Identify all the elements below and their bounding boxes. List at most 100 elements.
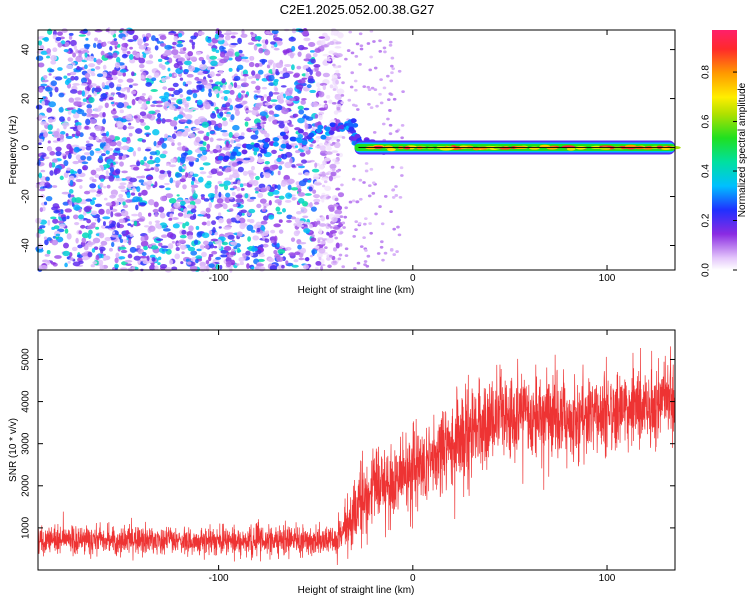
track-blob (253, 147, 260, 152)
noise-blob (94, 87, 102, 93)
noise-blob (105, 131, 110, 137)
noise-blob (301, 46, 309, 50)
track-blob (352, 122, 359, 128)
noise-blob (195, 258, 199, 264)
noise-blob (325, 151, 333, 155)
noise-blob (82, 166, 87, 170)
noise-blob (92, 197, 97, 201)
noise-blob (246, 224, 254, 232)
noise-blob (303, 37, 311, 42)
noise-blob (189, 162, 194, 167)
snr-x-ticks: -100 0 100 (209, 330, 616, 584)
noise-blob (247, 76, 254, 80)
noise-blob (50, 80, 57, 87)
noise-blob (145, 82, 152, 87)
noise-blob (150, 104, 156, 107)
noise-blob (160, 43, 167, 47)
noise-blob (358, 62, 362, 66)
noise-blob (190, 180, 195, 186)
noise-blob (209, 196, 214, 201)
noise-blob (96, 190, 102, 194)
noise-blob (108, 96, 114, 101)
noise-blob (200, 196, 205, 200)
noise-blob (173, 73, 178, 77)
snr-x-label: Height of straight line (km) (298, 585, 415, 596)
noise-blob (165, 76, 171, 80)
noise-blob (352, 164, 357, 168)
noise-blob (75, 154, 82, 161)
noise-blob (221, 78, 226, 84)
noise-blob (90, 72, 96, 77)
noise-blob (187, 108, 193, 113)
noise-blob (46, 107, 53, 113)
noise-blob (382, 46, 387, 50)
noise-blob (209, 130, 215, 135)
noise-blob (92, 237, 101, 244)
noise-blob (317, 237, 324, 240)
noise-blob (75, 55, 83, 63)
noise-blob (68, 97, 75, 103)
noise-blob (155, 163, 160, 167)
noise-blob (359, 245, 364, 248)
noise-blob (142, 53, 147, 59)
noise-blob (70, 39, 77, 47)
noise-blob (157, 140, 162, 146)
noise-blob (347, 98, 352, 102)
noise-blob (198, 31, 205, 36)
noise-blob (280, 85, 287, 88)
noise-blob (323, 157, 331, 162)
noise-blob (239, 183, 244, 188)
noise-blob (267, 104, 273, 109)
noise-blob (209, 150, 214, 154)
noise-blob (270, 229, 276, 234)
noise-blob (115, 252, 120, 259)
noise-blob (180, 207, 184, 211)
track-blob (253, 142, 260, 148)
noise-blob (52, 218, 59, 224)
noise-blob (264, 39, 269, 45)
noise-blob (139, 159, 145, 166)
noise-blob (271, 149, 277, 154)
noise-blob (194, 118, 201, 126)
noise-blob (388, 92, 393, 96)
noise-blob (166, 136, 174, 142)
noise-blob (189, 39, 194, 43)
noise-blob (57, 220, 65, 224)
noise-blob (170, 208, 175, 212)
noise-blob (313, 194, 320, 199)
noise-blob (335, 53, 343, 58)
noise-blob (234, 138, 241, 142)
noise-blob (369, 55, 373, 59)
noise-blob (302, 145, 310, 152)
noise-blob (43, 36, 49, 42)
noise-blob (296, 210, 302, 215)
noise-blob (143, 234, 149, 241)
noise-blob (258, 47, 264, 54)
noise-blob (172, 223, 180, 229)
noise-blob (129, 58, 136, 64)
noise-blob (318, 114, 323, 121)
noise-blob (129, 233, 134, 237)
noise-blob (250, 31, 254, 35)
noise-blob (141, 102, 148, 110)
noise-blob (214, 81, 221, 85)
noise-blob (90, 210, 98, 216)
noise-blob (44, 253, 50, 257)
noise-blob (315, 70, 322, 77)
noise-blob (383, 251, 388, 255)
noise-blob (218, 217, 224, 224)
noise-blob (136, 245, 141, 249)
noise-blob (318, 142, 323, 147)
noise-blob (51, 206, 58, 211)
noise-blob (198, 176, 204, 183)
noise-blob (205, 207, 211, 213)
noise-blob (293, 259, 299, 263)
noise-blob (337, 76, 341, 80)
noise-blob (64, 79, 70, 86)
noise-blob (260, 220, 268, 225)
noise-blob (47, 140, 51, 144)
noise-blob (311, 234, 315, 238)
noise-blob (64, 228, 69, 234)
noise-blob (329, 254, 333, 258)
noise-blob (147, 212, 152, 217)
